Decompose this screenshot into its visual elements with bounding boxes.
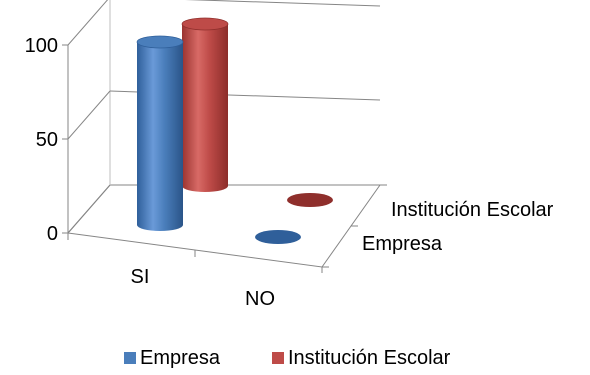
gridline-side — [67, 90, 111, 140]
category-label: SI — [131, 266, 150, 288]
bar-empresa-no-top — [255, 230, 301, 244]
legend-swatch — [124, 352, 136, 364]
y-axis: 0 50 100 — [25, 35, 58, 245]
bar-instituci-n-escolar-si — [181, 17, 229, 192]
bar-instituci-n-escolar-no — [287, 193, 333, 207]
gridline-side — [67, 184, 111, 234]
legend-swatch — [272, 352, 284, 364]
y-tick-label: 0 — [47, 223, 58, 245]
y-tick-label: 100 — [25, 35, 58, 57]
category-label: NO — [245, 288, 275, 310]
floor — [67, 184, 381, 268]
x-axis: SI NO — [131, 266, 275, 310]
depth-label: Institución Escolar — [391, 199, 554, 221]
gridline-back — [184, 0, 381, 7]
bar-empresa-si-body — [137, 42, 183, 231]
bar-empresa-no — [255, 230, 301, 244]
legend-label: Institución Escolar — [288, 347, 451, 369]
legend-label: Empresa — [140, 347, 221, 369]
y-tick-label: 50 — [36, 129, 58, 151]
bar-empresa-si-top — [136, 35, 184, 49]
bar-instituci-n-escolar-no-top — [287, 193, 333, 207]
gridline-side — [67, 0, 109, 46]
bar-instituci-n-escolar-si-top — [181, 17, 229, 31]
legend-item: Institución Escolar — [272, 347, 451, 369]
depth-axis: Institución Escolar Empresa — [362, 199, 554, 255]
bar-empresa-si — [136, 35, 184, 231]
legend-item: Empresa — [124, 347, 221, 369]
bar-instituci-n-escolar-si-body — [182, 24, 228, 192]
depth-label: Empresa — [362, 233, 443, 255]
bars — [136, 17, 333, 244]
legend: Empresa Institución Escolar — [124, 347, 451, 369]
